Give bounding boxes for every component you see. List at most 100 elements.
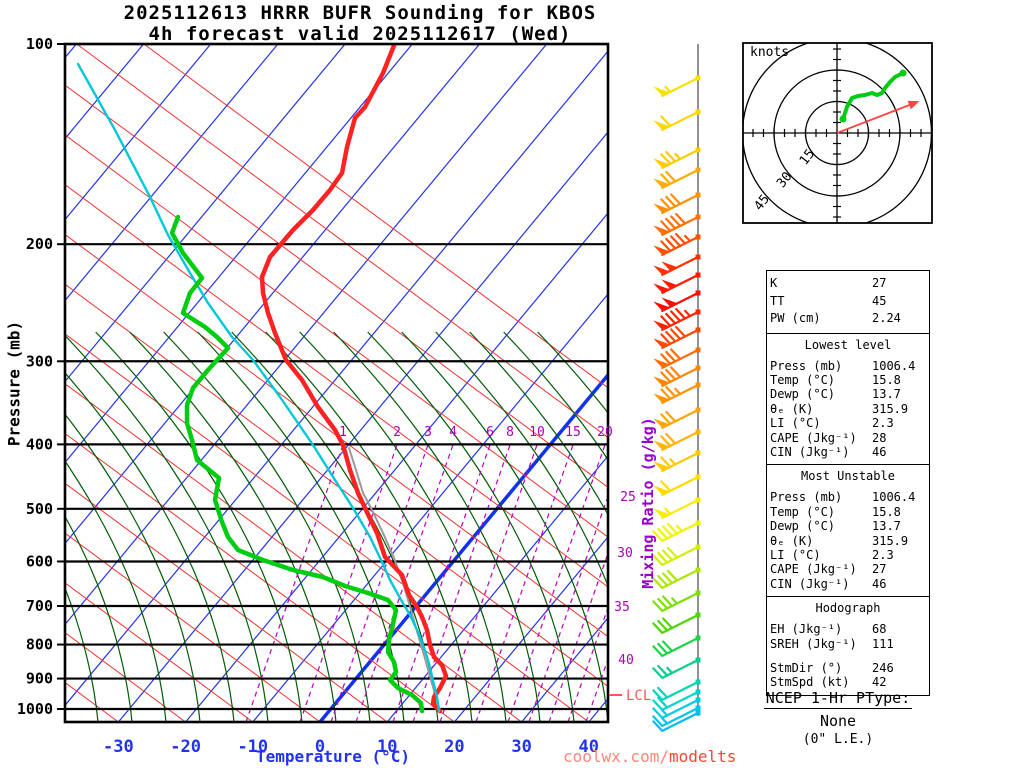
wind-barb: [653, 450, 701, 472]
moist-adiabat-line: [265, 331, 473, 722]
mixing-ratio-line: [585, 657, 608, 722]
mixing-ratio-axis-label: Mixing Ratio (g/kg): [639, 417, 657, 589]
stat-row: LI (°C) 2.3: [770, 416, 926, 430]
stat-label: PW (cm): [770, 311, 821, 325]
hodograph-units-label: knots: [750, 45, 790, 60]
mixing-ratio-label: 1: [339, 425, 347, 440]
stat-label: TT: [770, 293, 785, 308]
moist-adiabat-line: [95, 331, 303, 722]
stat-value: 68: [872, 622, 887, 637]
sounding-stats-table: K 27 TT 45 PW (cm) 2.24 Lowest level Press (mb)…: [766, 270, 930, 696]
page-subtitle: 4h forecast valid 2025112617 (Wed): [148, 23, 572, 45]
mixing-ratio-label: 25: [620, 490, 636, 505]
mixing-ratio-label: 3: [424, 425, 432, 440]
stat-row: CAPE (Jkg⁻¹) 27: [770, 562, 926, 576]
mixing-ratio-line: [245, 443, 344, 722]
stats-section: Most Unstable Press (mb) 1006.4 Temp (°C) 15…: [767, 465, 929, 598]
wind-barb: [653, 109, 701, 131]
dewpoint-curve: [169, 214, 425, 714]
stat-value: 15.8: [872, 504, 901, 519]
lcl-label: LCL: [626, 688, 651, 704]
dry-adiabat-line: [65, 582, 254, 722]
stat-row: EH (Jkg⁻¹) 68: [770, 622, 926, 636]
isotherm-line: [65, 44, 279, 302]
wind-barb: [652, 520, 701, 542]
stat-label: Press (mb): [770, 490, 843, 505]
moist-adiabat-line: [537, 331, 608, 414]
pressure-tick-label: 500: [26, 500, 53, 518]
stat-value: 246: [872, 661, 894, 675]
mixing-ratio-line: [392, 443, 491, 722]
pressure-tick-label: 1000: [17, 700, 53, 718]
moist-adiabat-line: [435, 331, 608, 588]
moist-adiabat-line: [65, 460, 167, 722]
stat-row: PW (cm) 2.24: [770, 310, 926, 328]
isotherm-line: [65, 44, 212, 221]
stat-row: CIN (Jkg⁻¹) 46: [770, 445, 926, 459]
stat-row: Dewp (°C) 13.7: [770, 519, 926, 533]
stats-section: K 27 TT 45 PW (cm) 2.24: [767, 271, 929, 334]
stat-label: StmDir (°): [770, 661, 843, 675]
wind-barb: [652, 689, 701, 711]
stat-value: 13.7: [872, 519, 901, 534]
isotherm-line: [65, 44, 346, 383]
stat-label: EH (Jkg⁻¹): [770, 622, 843, 637]
temperature-tick-label: 20: [444, 737, 464, 757]
pressure-tick-label: 200: [26, 235, 53, 253]
dry-adiabat-line: [65, 532, 321, 722]
mixing-ratio-line: [507, 443, 606, 722]
stat-label: CAPE (Jkg⁻¹): [770, 562, 857, 577]
wind-barb: [653, 407, 701, 429]
stat-row: Press (mb) 1006.4: [770, 359, 926, 373]
stat-label: SREH (Jkg⁻¹): [770, 636, 857, 651]
hodograph-trace: [841, 71, 905, 121]
wind-barb: [652, 679, 701, 701]
wind-barb: [653, 212, 701, 236]
mixing-ratio-label: 15: [565, 425, 581, 440]
pressure-tick-label: 400: [26, 435, 53, 453]
dry-adiabat-line: [65, 84, 608, 488]
stat-row: θₑ (K) 315.9: [770, 402, 926, 416]
mixing-ratio-label: 40: [618, 653, 634, 668]
stat-row: TT 45: [770, 293, 926, 311]
stat-label: CIN (Jkg⁻¹): [770, 576, 850, 591]
wind-barb: [652, 705, 701, 727]
dry-adiabat-line: [65, 383, 522, 722]
mixing-ratio-line: [412, 443, 511, 722]
stat-value: 42: [872, 675, 887, 690]
mixing-ratio-line: [330, 443, 429, 722]
pressure-tick-label: 600: [26, 552, 53, 570]
ptype-heading: NCEP 1-Hr PType:: [763, 689, 913, 709]
page-title: 2025112613 HRRR BUFR Sounding for KBOS: [123, 2, 597, 24]
watermark-link[interactable]: coolwx.com/modelts: [563, 747, 736, 766]
wind-barb: [653, 307, 701, 331]
moist-adiabat-line: [503, 331, 608, 461]
stat-value: 2.3: [872, 547, 894, 562]
moist-adiabat-line: [65, 334, 269, 722]
temperature-curve: [259, 44, 449, 714]
temperature-tick-label: -20: [170, 737, 201, 757]
stat-label: Temp (°C): [770, 372, 836, 387]
wind-barb: [653, 347, 701, 369]
stat-row: CIN (Jkg⁻¹) 46: [770, 577, 926, 591]
stat-value: 1006.4: [872, 490, 916, 505]
wind-barb: [653, 325, 701, 349]
wind-barb: [652, 635, 701, 657]
ptype-liquid-equivalent: (0" L.E.): [802, 732, 874, 747]
mixing-ratio-label: 20: [597, 425, 613, 440]
stat-label: Press (mb): [770, 358, 843, 373]
dry-adiabat-line: [65, 233, 608, 638]
watermark-prefix: coolwx.com/: [563, 747, 669, 766]
stat-row: θₑ (K) 315.9: [770, 534, 926, 548]
stat-row: Press (mb) 1006.4: [770, 490, 926, 504]
wind-barb: [652, 590, 701, 612]
stat-value: 46: [872, 576, 887, 591]
isotherm-line: [65, 44, 481, 545]
stat-value: 2.3: [872, 416, 894, 431]
stat-row: Temp (°C) 15.8: [770, 373, 926, 387]
moist-adiabat-line: [163, 331, 371, 722]
wind-barb: [653, 254, 701, 276]
wind-barb: [652, 612, 701, 634]
stat-label: LI (°C): [770, 416, 821, 431]
